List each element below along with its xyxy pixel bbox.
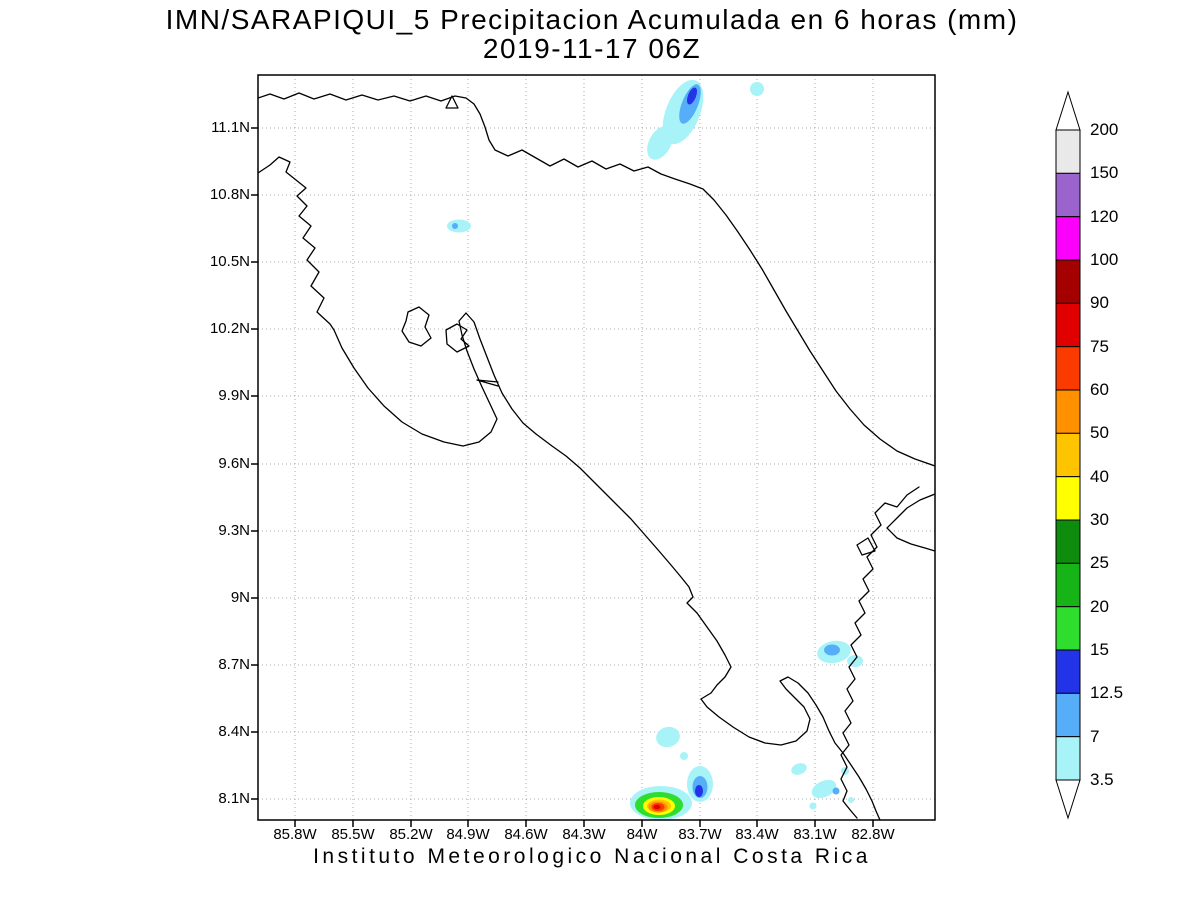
colorbar-seg-15-20 [1055,606,1081,651]
colorbar-level-label: 20 [1090,597,1109,616]
map-border-frame [257,74,936,821]
colorbar-level-label: 200 [1090,120,1119,139]
plot-frame [251,74,936,827]
y-tick-label: 11.1N [211,119,250,136]
colorbar-seg-120-150 [1055,172,1081,218]
y-tick-label: 10.2N [209,320,250,337]
country-outlines [258,92,935,820]
colorbar-seg-30-40 [1055,476,1081,521]
precip-main-red-core [653,804,661,810]
x-tick-label: 83.4W [735,826,779,843]
precip-contour-nw-core [452,223,458,229]
colorbar-seg-7-12.5 [1055,692,1081,738]
small-island [856,537,876,556]
y-tick-label: 8.1N [218,790,250,807]
colorbar-level-label: 15 [1090,640,1109,659]
colorbar-seg-25-30 [1055,519,1081,564]
nicaragua-coast-caribbean-coast [258,92,935,467]
colorbar-level-label: 90 [1090,293,1109,312]
y-tick-label: 9.3N [218,522,250,539]
colorbar-level-label: 7 [1090,727,1100,746]
colorbar-level-label: 100 [1090,250,1119,269]
y-axis-tickmarks [251,127,258,800]
colorbar [1055,90,1081,820]
chira-island [445,323,470,353]
y-tick-label: 9.6N [218,455,250,472]
panama-border [840,486,920,819]
tempisque-loop [401,306,432,347]
colorbar-seg-40-50 [1055,432,1081,478]
colorbar-level-label: 40 [1090,467,1109,486]
figure-valid-time: 2019-11-17 06Z [482,33,702,64]
lake-island-triangle [445,95,459,109]
colorbar-level-label: 60 [1090,380,1109,399]
colorbar-level-label: 25 [1090,553,1109,572]
y-tick-label: 9N [230,589,250,606]
x-tick-label: 85.8W [273,826,317,843]
precip-shading [447,79,863,820]
colorbar-level-label: 50 [1090,423,1109,442]
precip-contour-north-core [686,87,698,105]
precip-contour-se-lobe [847,655,863,667]
colorbar-level-label: 75 [1090,337,1109,356]
colorbar-level-label: 120 [1090,207,1119,226]
y-tick-label: 8.4N [218,723,250,740]
puntarenas-spit [476,379,499,387]
precip-arc-2 [811,779,837,799]
figure-title: IMN/SARAPIQUI_5 Precipitacion Acumulada … [165,4,1019,35]
precip-dot-northeast [750,82,764,96]
precip-contour-nw [447,219,471,233]
y-tick-label: 9.9N [218,387,250,404]
colorbar-level-label: 3.5 [1090,770,1114,789]
colorbar-seg-20-25 [1055,562,1081,608]
colorbar-level-label: 12.5 [1090,683,1124,702]
x-tick-label: 83.1W [793,826,837,843]
precip-contour-south-small [656,726,680,748]
colorbar-seg-12.5-15 [1055,649,1081,694]
y-tick-label: 10.5N [209,253,250,270]
x-axis-tickmarks [294,820,874,827]
x-tick-label: 84.9W [446,826,490,843]
precip-contour-se-core [824,644,840,656]
bocas-coast [886,493,935,552]
colorbar-arrow-bottom [1055,779,1081,820]
colorbar-seg-75-90 [1055,302,1081,348]
x-tick-label: 83.7W [678,826,722,843]
pacific-coastline [258,156,881,820]
colorbar-seg-60-75 [1055,346,1081,391]
x-tick-label: 82.8W [851,826,895,843]
institution-caption: Instituto Meteorologico Nacional Costa R… [313,845,871,868]
colorbar-seg-100-120 [1055,216,1081,261]
precip-arc-blue-dot [832,787,840,795]
colorbar-seg-50-60 [1055,389,1081,434]
colorbar-level-label: 30 [1090,510,1109,529]
x-tick-label: 85.5W [331,826,375,843]
x-tick-label: 85.2W [389,826,433,843]
y-tick-label: 10.8N [209,186,250,203]
x-tick-label: 84.3W [562,826,606,843]
precip-arc-4 [809,802,817,810]
precip-dot-south [680,752,688,760]
precip-arc-5 [848,797,854,803]
x-tick-label: 84.6W [504,826,548,843]
graticule-gridlines [258,75,935,820]
colorbar-seg-90-100 [1055,259,1081,304]
colorbar-arrow-top [1055,90,1081,131]
x-tick-label: 84W [626,826,658,843]
colorbar-seg-150-200 [1055,129,1081,174]
colorbar-seg-3.5-7 [1055,736,1081,781]
precip-arc-1 [791,763,807,775]
y-tick-label: 8.7N [218,656,250,673]
precip-contour-southmid-core [695,785,703,797]
colorbar-level-label: 150 [1090,163,1119,182]
